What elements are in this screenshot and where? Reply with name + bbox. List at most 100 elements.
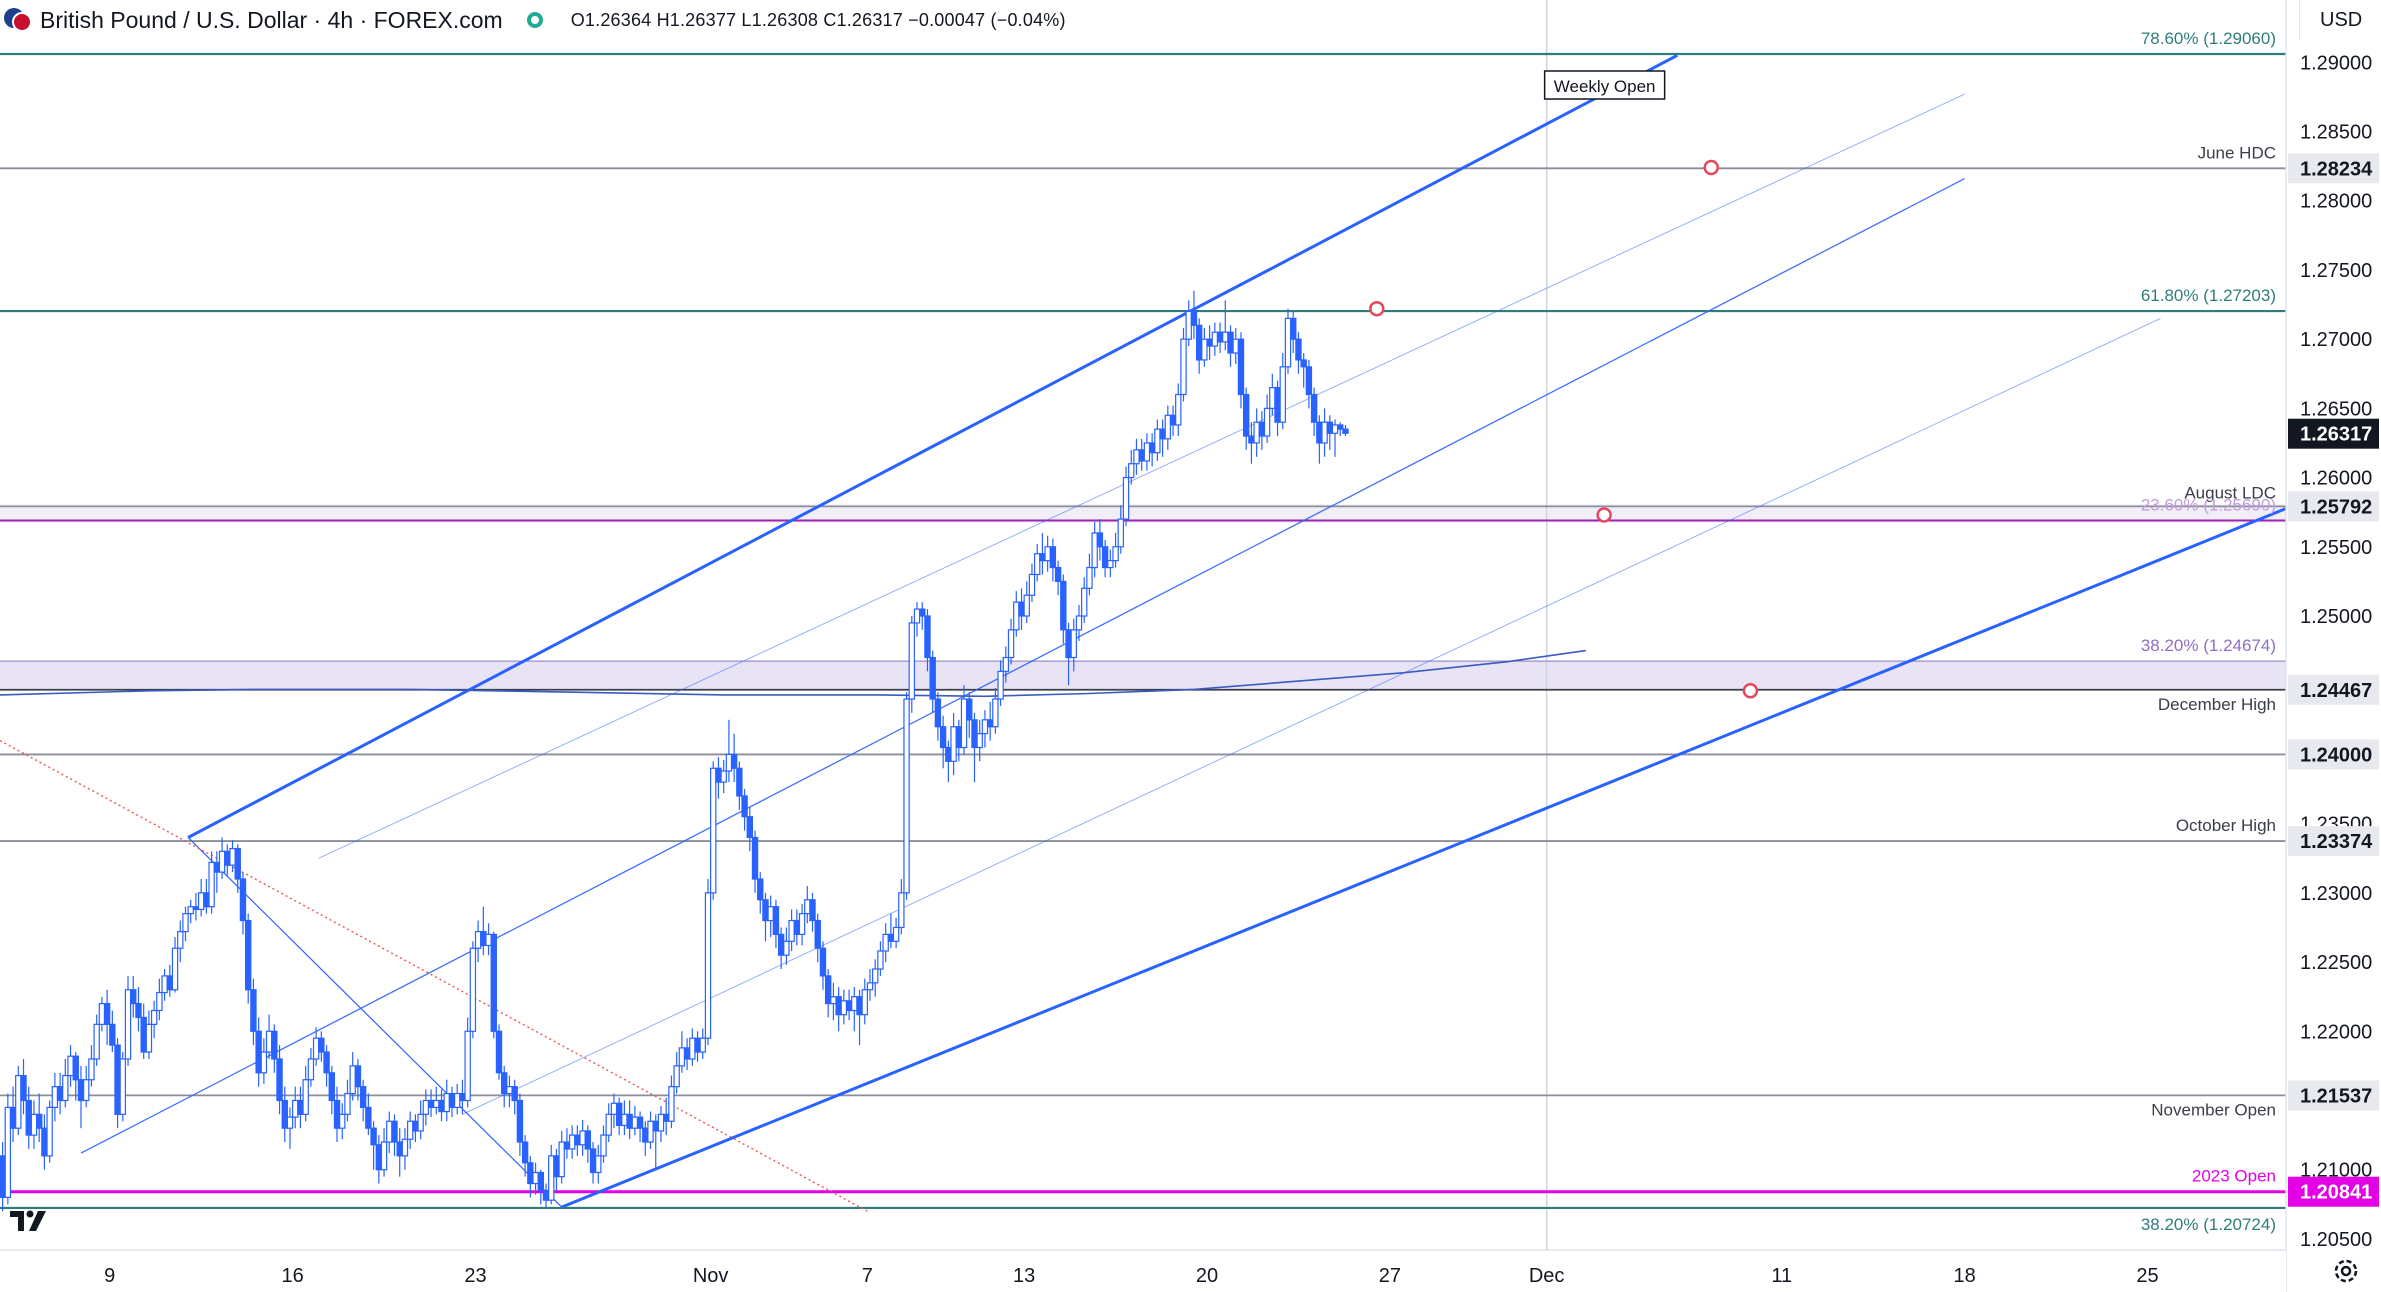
symbol-title[interactable]: British Pound / U.S. Dollar · 4h · FOREX… xyxy=(40,6,503,33)
candle-body xyxy=(1216,331,1224,343)
candle-body xyxy=(913,608,921,624)
candle-body xyxy=(406,1120,414,1140)
candle xyxy=(88,1045,95,1087)
candle xyxy=(516,1093,524,1156)
candle xyxy=(344,1079,351,1122)
candle-body xyxy=(1044,546,1051,562)
candle-body xyxy=(1065,629,1072,659)
candle-body xyxy=(851,996,858,1012)
candle-body xyxy=(845,1000,853,1012)
candle-body xyxy=(631,1116,639,1129)
candle xyxy=(631,1106,639,1136)
dotted-trend-line xyxy=(0,739,868,1212)
candle-body xyxy=(459,1092,466,1102)
candle-body xyxy=(960,698,968,749)
candle xyxy=(412,1114,419,1143)
candle xyxy=(1342,424,1349,437)
candle xyxy=(109,1010,116,1053)
pivot-marker xyxy=(1742,683,1759,699)
candle-body xyxy=(762,899,769,922)
time-tick-label: 18 xyxy=(1954,1265,1976,1287)
candle-body xyxy=(955,726,963,749)
level-price-tag xyxy=(2288,739,2379,770)
candle xyxy=(1107,549,1114,578)
candle xyxy=(4,1093,12,1205)
candle xyxy=(730,733,738,783)
candle xyxy=(15,1065,22,1136)
candle-body xyxy=(757,878,764,901)
candle-body xyxy=(490,933,497,1032)
candle-body xyxy=(386,1120,393,1143)
candle-body xyxy=(72,1055,79,1081)
candle xyxy=(986,701,994,741)
candle-body xyxy=(438,1099,445,1113)
currency-selector[interactable]: USD xyxy=(2299,0,2367,40)
level-price-tag-label: 1.23374 xyxy=(2300,831,2373,853)
candle-body xyxy=(1154,428,1161,454)
candle-body xyxy=(260,1051,268,1074)
candle-body xyxy=(286,1116,294,1129)
candle-body xyxy=(1321,421,1328,444)
candle xyxy=(1185,300,1192,347)
candle-body xyxy=(542,1189,550,1201)
candle-body xyxy=(422,1099,430,1115)
candle xyxy=(354,1058,362,1101)
candle xyxy=(0,1142,6,1212)
candle-body xyxy=(67,1055,74,1077)
candle xyxy=(1237,332,1245,409)
candle-body xyxy=(1128,463,1135,479)
candle xyxy=(872,959,879,997)
level-label: 78.60% (1.29060) xyxy=(2141,29,2276,48)
candle xyxy=(56,1072,64,1115)
candle-body xyxy=(427,1099,435,1109)
candle-body xyxy=(1049,546,1057,569)
candle-body xyxy=(244,919,252,991)
candle xyxy=(1018,588,1025,630)
candle xyxy=(119,1052,126,1122)
candle xyxy=(1279,352,1286,430)
candle xyxy=(1316,415,1323,464)
candle xyxy=(1133,438,1140,475)
candle xyxy=(840,989,848,1025)
candle-body xyxy=(950,726,957,762)
candle xyxy=(1112,532,1119,568)
candle xyxy=(1086,553,1093,596)
candle xyxy=(271,1024,278,1073)
candle-body xyxy=(678,1047,686,1067)
candle-body xyxy=(307,1058,315,1081)
candle xyxy=(401,1128,409,1170)
candle-body xyxy=(177,931,184,949)
candle-body xyxy=(469,947,477,1032)
candle-body xyxy=(1112,546,1119,562)
candle xyxy=(454,1083,461,1115)
candle-body xyxy=(934,698,942,728)
candle xyxy=(793,909,801,946)
candle xyxy=(20,1058,27,1115)
candle xyxy=(1305,359,1313,409)
settings-gear-icon[interactable] xyxy=(2331,1256,2361,1286)
candle xyxy=(861,978,868,1025)
candle-body xyxy=(783,940,790,956)
candle xyxy=(772,899,780,949)
candle-body xyxy=(187,906,194,915)
price-tick-label: 1.26500 xyxy=(2300,398,2372,420)
candle-body xyxy=(380,1141,388,1171)
candle xyxy=(866,968,874,1001)
channel-lower-line xyxy=(561,507,2287,1209)
candle xyxy=(877,941,884,976)
candle xyxy=(1028,563,1036,603)
candle xyxy=(501,1065,508,1108)
candle xyxy=(574,1125,581,1156)
candle-body xyxy=(365,1106,372,1129)
last-price-tag-label: 1.26317 xyxy=(2300,424,2372,446)
candle-body xyxy=(887,933,895,942)
candle xyxy=(657,1106,665,1143)
weekly-open-label-box xyxy=(1543,70,1666,100)
price-tick-label: 1.26000 xyxy=(2300,468,2372,490)
candle xyxy=(945,740,952,783)
candle xyxy=(908,616,915,713)
candle-body xyxy=(140,1016,147,1053)
candle xyxy=(542,1183,550,1208)
candle-body xyxy=(51,1086,59,1109)
